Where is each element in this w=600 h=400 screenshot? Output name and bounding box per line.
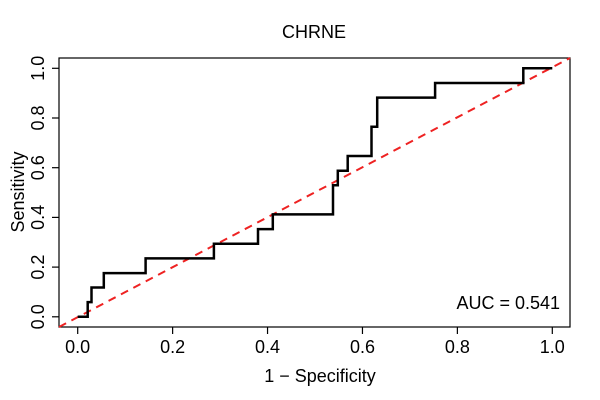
chart-title: CHRNE	[282, 22, 346, 42]
x-axis-title: 1 − Specificity	[264, 366, 376, 386]
x-tick-0.8-label: 0.8	[445, 337, 470, 357]
y-axis: 0.0 0.2 0.4 0.6 0.8 1.0	[28, 56, 59, 329]
x-tick-0.2-label: 0.2	[160, 337, 185, 357]
y-axis-title: Sensitivity	[8, 151, 28, 232]
x-axis: 0.0 0.2 0.4 0.6 0.8 1.0	[65, 327, 565, 357]
x-tick-0.6-label: 0.6	[350, 337, 375, 357]
x-tick-0.0-label: 0.0	[65, 337, 90, 357]
plot-box-border	[58, 57, 571, 328]
y-tick-0.0-label: 0.0	[28, 304, 48, 329]
x-tick-0.4-label: 0.4	[255, 337, 280, 357]
auc-annotation: AUC = 0.541	[456, 293, 560, 313]
roc-curve-line	[77, 67, 553, 319]
y-tick-0.4-label: 0.4	[28, 205, 48, 230]
y-tick-1.0-label: 1.0	[28, 56, 48, 81]
reference-diagonal-line	[58, 57, 571, 328]
y-tick-0.2-label: 0.2	[28, 255, 48, 280]
x-tick-1.0-label: 1.0	[540, 337, 565, 357]
y-tick-0.8-label: 0.8	[28, 105, 48, 130]
y-tick-0.6-label: 0.6	[28, 155, 48, 180]
